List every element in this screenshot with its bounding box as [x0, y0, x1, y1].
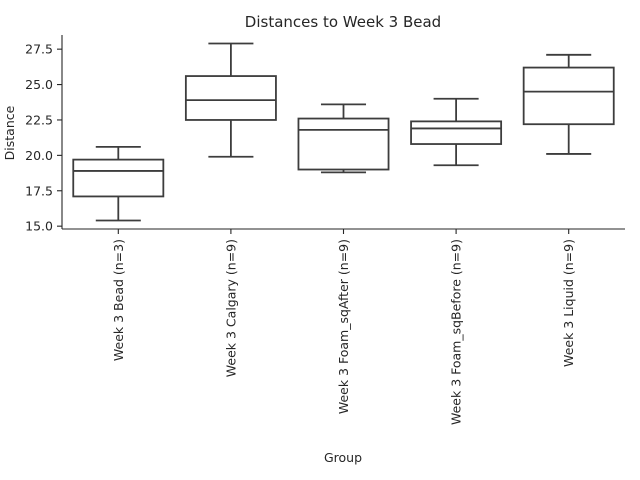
y-tick-label: 27.5: [25, 42, 53, 57]
y-tick-label: 15.0: [25, 219, 53, 234]
x-tick-label: Week 3 Bead (n=3): [111, 239, 126, 361]
y-axis-label: Distance: [2, 105, 17, 160]
x-tick-label: Week 3 Calgary (n=9): [223, 239, 238, 377]
box-iqr: [297, 117, 390, 171]
box-group: [522, 53, 615, 155]
y-tick-label: 20.0: [25, 148, 53, 163]
box-iqr: [72, 158, 165, 198]
x-tick-label: Week 3 Liquid (n=9): [561, 239, 576, 367]
y-tick-label: 17.5: [25, 183, 53, 198]
box-group: [184, 42, 277, 158]
chart-title: Distances to Week 3 Bead: [245, 13, 441, 31]
x-axis: Week 3 Bead (n=3) Week 3 Calgary (n=9) Wee…: [62, 228, 625, 425]
box-group: [410, 97, 503, 167]
box-iqr: [410, 120, 503, 145]
box-group: [297, 103, 390, 174]
box-iqr: [522, 66, 615, 126]
x-tick-label: Week 3 Foam_sqBefore (n=9): [449, 239, 464, 425]
boxes: [72, 42, 615, 222]
y-tick-label: 22.5: [25, 112, 53, 127]
y-axis: 15.0 17.5 20.0 22.5 25.0 27.5: [25, 35, 63, 234]
x-axis-label: Group: [324, 450, 362, 465]
box-iqr: [184, 75, 277, 121]
box-group: [72, 145, 165, 222]
x-tick-label: Week 3 Foam_sqAfter (n=9): [336, 239, 351, 414]
y-tick-label: 25.0: [25, 77, 53, 92]
